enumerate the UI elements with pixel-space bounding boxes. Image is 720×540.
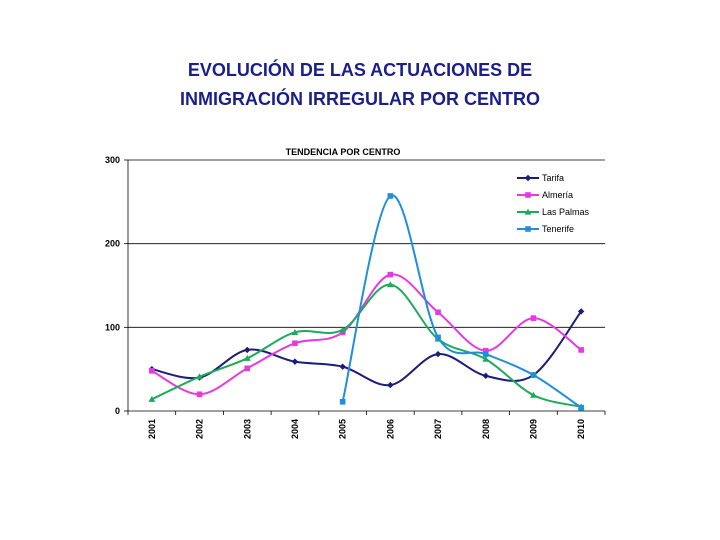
data-point-almer-a — [196, 391, 203, 398]
slide-title-line-2: INMIGRACIÓN IRREGULAR POR CENTRO — [180, 89, 540, 109]
data-point-las-palmas — [386, 281, 394, 288]
x-tick-label: 2009 — [528, 419, 538, 439]
data-point-almer-a — [149, 368, 155, 374]
y-tick-label: 200 — [105, 239, 120, 249]
x-tick-label: 2006 — [385, 419, 395, 439]
data-point-almer-a — [387, 271, 394, 278]
data-point-tarifa — [244, 346, 251, 354]
legend-label: Almería — [542, 190, 573, 200]
data-point-tarifa — [434, 350, 442, 358]
series-tarifa — [148, 308, 585, 389]
data-point-tenerife — [578, 404, 584, 411]
x-tick-label: 2003 — [242, 419, 252, 439]
x-tick-label: 2007 — [433, 419, 443, 439]
data-point-almer-a — [482, 347, 489, 354]
data-point-almer-a — [244, 365, 251, 372]
legend-label: Las Palmas — [542, 207, 590, 217]
data-point-las-palmas — [339, 326, 347, 333]
data-point-almer-a — [578, 347, 584, 353]
slide-title-line-1: EVOLUCIÓN DE LAS ACTUACIONES DE — [187, 60, 533, 80]
legend-marker — [525, 226, 531, 232]
data-point-tenerife — [387, 193, 394, 199]
data-point-tarifa — [577, 308, 585, 315]
data-point-tarifa — [482, 372, 489, 380]
data-point-las-palmas — [196, 373, 203, 380]
series-line-almer-a — [151, 273, 582, 396]
y-tick-label: 100 — [105, 322, 120, 332]
data-point-tenerife — [339, 398, 346, 405]
data-point-almer-a — [435, 309, 441, 316]
data-point-tarifa — [291, 358, 299, 365]
axes: 0 100 200 300 2001 2002 2003 2004 2005 2006 2007 20… — [105, 155, 606, 439]
legend-marker — [524, 174, 532, 182]
data-point-tenerife — [530, 372, 537, 378]
gridlines — [128, 159, 605, 328]
data-point-almer-a — [292, 340, 298, 347]
legend-label: Tenerife — [542, 224, 574, 234]
legend-item-tenerife: Tenerife — [517, 224, 574, 234]
legend-item-almer-a: Almería — [517, 190, 573, 200]
legend-item-las-palmas: Las Palmas — [517, 207, 590, 217]
series-almer-a — [149, 271, 584, 398]
legend: Tarifa Almería Las Palmas Tenerife — [517, 173, 590, 234]
x-tick-label: 2004 — [290, 419, 300, 439]
x-tick-label: 2005 — [338, 419, 348, 439]
y-tick-label: 0 — [115, 406, 120, 416]
chart-title: TENDENCIA POR CENTRO — [286, 147, 401, 157]
y-tick-label: 300 — [105, 155, 120, 165]
legend-label: Tarifa — [542, 173, 564, 183]
data-point-las-palmas — [148, 395, 156, 402]
series-tenerife — [339, 193, 584, 411]
slide-title: EVOLUCIÓN DE LAS ACTUACIONES DE INMIGRAC… — [0, 56, 720, 114]
legend-item-tarifa: Tarifa — [517, 173, 564, 183]
data-point-las-palmas — [530, 391, 537, 398]
x-tick-label: 2001 — [147, 419, 157, 439]
legend-marker — [525, 192, 531, 198]
data-point-almer-a — [530, 315, 537, 321]
data-point-las-palmas — [482, 355, 490, 362]
series-lines — [148, 193, 585, 411]
series-line-tarifa — [151, 310, 582, 387]
data-point-tenerife — [482, 351, 489, 357]
series-line-las-palmas — [151, 283, 582, 408]
data-point-las-palmas — [243, 354, 251, 361]
x-tick-label: 2002 — [195, 419, 205, 439]
legend-marker — [524, 208, 532, 215]
data-point-tarifa — [387, 381, 394, 389]
data-point-tarifa — [339, 363, 346, 370]
data-point-las-palmas — [291, 328, 299, 335]
x-tick-label: 2010 — [576, 419, 586, 439]
x-tick-label: 2008 — [481, 419, 491, 439]
data-point-tenerife — [435, 334, 441, 341]
